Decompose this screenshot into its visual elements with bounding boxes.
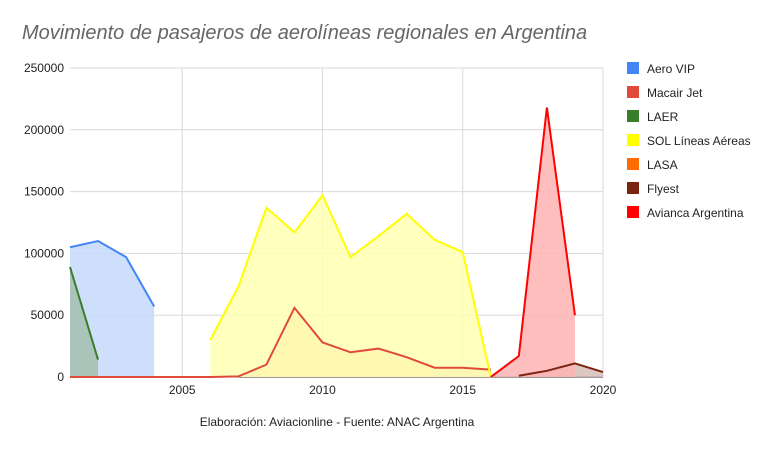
legend-label-sol-lineas-aereas: SOL Líneas Aéreas — [647, 134, 751, 148]
y-tick-label: 50000 — [31, 308, 65, 322]
series-line-aero-vip — [69, 239, 156, 308]
y-tick-label: 100000 — [24, 246, 64, 260]
legend-label-aero-vip: Aero VIP — [647, 62, 695, 76]
y-tick-label: 0 — [57, 370, 64, 384]
legend-swatch-macair-jet — [627, 86, 639, 98]
legend-swatch-sol-lineas-aereas — [627, 134, 639, 146]
series-line-avianca-argentina — [490, 107, 576, 378]
legend: Aero VIP Macair Jet LAER SOL Líneas Aéreas L… — [627, 62, 751, 220]
area-layer — [70, 107, 603, 377]
series-line-flyest — [518, 362, 604, 377]
chart-footnote: Elaboración: Aviacionline - Fuente: ANAC… — [200, 415, 475, 429]
series-line-macair-jet — [70, 305, 491, 378]
legend-swatch-laer — [627, 110, 639, 122]
x-tick-label: 2005 — [169, 383, 196, 397]
legend-swatch-avianca-argentina — [627, 206, 639, 218]
legend-label-macair-jet: Macair Jet — [647, 86, 703, 100]
legend-swatch-aero-vip — [627, 62, 639, 74]
x-tick-label: 2015 — [449, 383, 476, 397]
legend-label-flyest: Flyest — [647, 182, 680, 196]
line-layer — [69, 107, 604, 378]
legend-swatch-lasa — [627, 158, 639, 170]
series-line-laer — [69, 266, 100, 360]
legend-swatch-flyest — [627, 182, 639, 194]
series-line-sol-lineas-aereas — [209, 193, 492, 378]
series-area-laer — [70, 266, 99, 377]
y-tick-label: 150000 — [24, 185, 64, 199]
legend-label-laer: LAER — [647, 110, 679, 124]
series-area-avianca-argentina — [490, 107, 575, 377]
chart-title: Movimiento de pasajeros de aerolíneas re… — [22, 22, 588, 44]
y-tick-label: 250000 — [24, 61, 64, 75]
y-tick-label: 200000 — [24, 123, 64, 137]
axis-layer: 0 50000 100000 150000 200000 250000 2005 2010 20… — [24, 61, 617, 397]
series-area-sol-lineas-aereas — [210, 195, 491, 377]
x-tick-label: 2020 — [590, 383, 617, 397]
legend-label-lasa: LASA — [647, 158, 678, 172]
legend-label-avianca-argentina: Avianca Argentina — [647, 206, 744, 220]
x-tick-label: 2010 — [309, 383, 336, 397]
